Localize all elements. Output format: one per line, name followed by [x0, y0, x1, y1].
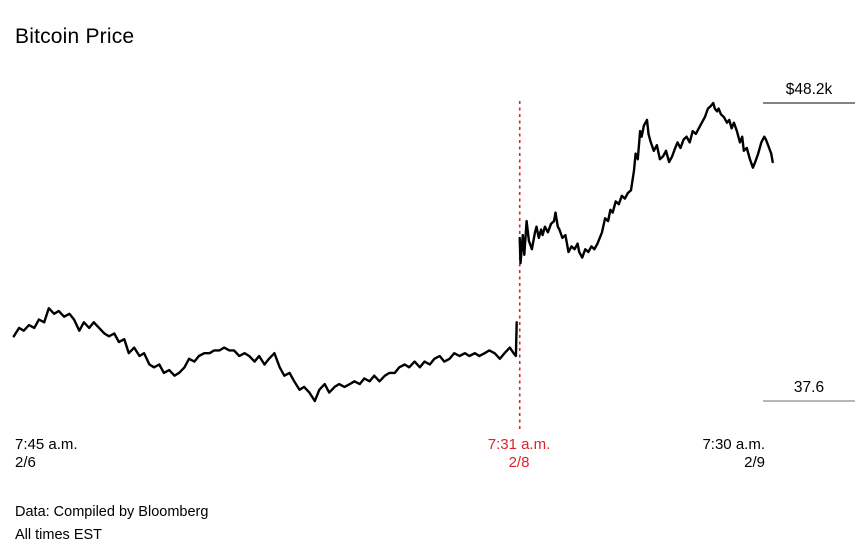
y-axis-tick-high: $48.2k — [785, 81, 833, 98]
x-tick-start-time: 7:45 a.m. — [15, 436, 78, 453]
x-tick-start-date: 2/6 — [15, 453, 36, 471]
timezone-note: All times EST — [15, 527, 103, 543]
x-axis-tick-event: 7:31 a.m. 2/8 — [488, 436, 551, 471]
y-axis-tick-low: 37.6 — [793, 379, 825, 396]
x-axis-tick-start: 7:45 a.m. 2/6 — [15, 436, 78, 471]
page-title: Bitcoin Price — [15, 25, 135, 49]
chart-footnote: Data: Compiled by Bloomberg All times ES… — [15, 501, 208, 547]
x-tick-end-date: 2/9 — [744, 453, 765, 471]
x-axis-tick-end: 7:30 a.m. 2/9 — [702, 436, 765, 471]
price-line-segment-1 — [12, 307, 518, 403]
x-tick-event-time: 7:31 a.m. — [487, 436, 551, 453]
price-line-segment-2 — [518, 101, 774, 265]
x-tick-event-date: 2/8 — [508, 453, 530, 471]
data-source-note: Data: Compiled by Bloomberg — [15, 504, 209, 520]
x-tick-end-time: 7:30 a.m. — [702, 436, 765, 453]
